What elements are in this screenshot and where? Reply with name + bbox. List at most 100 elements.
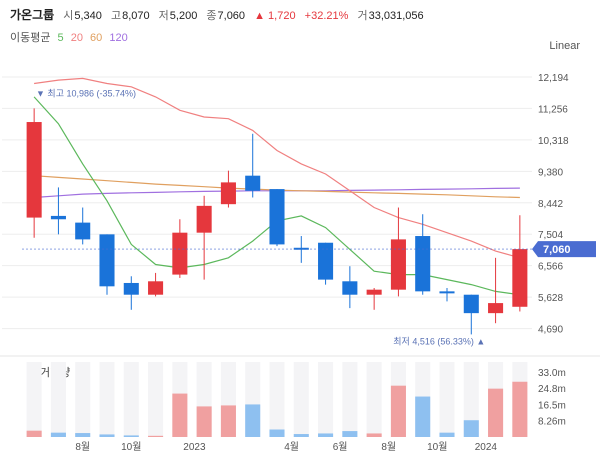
low-label: 저: [158, 10, 169, 22]
change-value: ▲ 1,720: [254, 10, 296, 22]
volume-column-bg: [463, 362, 479, 437]
volume-tick-label: 8.26m: [538, 417, 566, 428]
volume-bar: [366, 433, 382, 437]
x-tick-label: 4월: [284, 441, 299, 453]
volume-bar: [172, 393, 188, 437]
volume-value: 33,031,056: [368, 10, 424, 22]
candle-body: [390, 239, 406, 290]
current-price-label: 7,060: [543, 244, 571, 256]
open-label: 시: [63, 10, 74, 22]
candle-body: [342, 281, 358, 295]
max-price-annotation: ▼ 최고 10,986 (-35.74%): [36, 88, 136, 98]
price-tick-label: 10,318: [538, 136, 569, 147]
volume-bar: [75, 433, 91, 437]
x-tick-label: 2023: [183, 442, 206, 453]
volume-column-bg: [318, 362, 334, 437]
volume-bar: [342, 431, 358, 437]
candle-body: [293, 247, 309, 250]
volume-bar: [463, 420, 479, 437]
candle-body: [148, 281, 164, 295]
price-tick-label: 7,504: [538, 230, 563, 241]
candle-body: [245, 175, 261, 191]
x-tick-label: 10월: [427, 441, 447, 453]
high-value: 8,070: [122, 10, 150, 22]
candle-body: [318, 242, 334, 280]
ma-60-label: 60: [90, 32, 103, 44]
close-label: 종: [206, 10, 217, 22]
low-value: 5,200: [169, 10, 198, 22]
close-value: 7,060: [217, 10, 246, 22]
candle-body: [50, 215, 66, 220]
volume-bar: [123, 435, 139, 437]
candle-body: [269, 189, 285, 245]
volume-bar: [99, 434, 115, 437]
x-tick-label: 2024: [475, 442, 498, 453]
volume-column-bg: [99, 362, 115, 437]
volume-column-bg: [148, 362, 164, 437]
price-tick-label: 4,690: [538, 325, 563, 336]
volume-label: 거: [357, 10, 368, 22]
candle-body: [488, 303, 504, 314]
volume-tick-label: 16.5m: [538, 400, 566, 411]
volume-column-bg: [269, 362, 285, 437]
volume-bar: [196, 406, 212, 437]
candle-body: [463, 294, 479, 314]
price-tick-label: 11,256: [538, 104, 568, 115]
price-tick-label: 8,442: [538, 199, 563, 210]
volume-column-bg: [366, 362, 382, 437]
price-tick-label: 5,628: [538, 293, 563, 304]
ma-20-label: 20: [70, 32, 83, 44]
current-price-badge: [532, 241, 596, 258]
x-tick-label: 6월: [333, 441, 348, 453]
candle-body: [123, 282, 139, 295]
volume-bar: [415, 396, 431, 437]
volume-tick-label: 24.8m: [538, 384, 566, 395]
stock-summary: 가온그룹 시5,340 고8,070 저5,200 종7,060 ▲ 1,720…: [10, 6, 430, 23]
volume-column-bg: [342, 362, 358, 437]
moving-average-legend: 이동평균 5 20 60 120: [10, 29, 132, 45]
volume-tick-label: 33.0m: [538, 368, 566, 379]
price-tick-label: 9,380: [538, 167, 563, 178]
candle-body: [439, 291, 455, 294]
ma-legend-title: 이동평균: [10, 32, 51, 44]
price-tick-label: 6,566: [538, 262, 563, 273]
x-tick-label: 10월: [121, 441, 141, 453]
volume-bar: [148, 435, 164, 437]
volume-bar: [390, 385, 406, 437]
candle-body: [220, 182, 236, 205]
price-tick-label: 12,194: [538, 73, 569, 84]
volume-column-bg: [50, 362, 66, 437]
volume-bar: [318, 433, 334, 437]
candle-body: [512, 249, 528, 307]
volume-bar: [488, 388, 504, 437]
volume-column-bg: [26, 362, 42, 437]
scale-toggle-button[interactable]: Linear: [549, 40, 580, 52]
volume-column-bg: [75, 362, 91, 437]
x-tick-label: 8월: [75, 441, 90, 453]
min-price-annotation: 최저 4,516 (56.33%) ▲: [393, 336, 485, 346]
volume-bar: [26, 430, 42, 437]
volume-bar: [220, 405, 236, 437]
high-label: 고: [110, 10, 122, 22]
open-value: 5,340: [74, 10, 102, 22]
volume-column-bg: [123, 362, 139, 437]
candle-body: [172, 232, 188, 275]
volume-bar: [245, 404, 261, 437]
volume-column-bg: [293, 362, 309, 437]
ma-120-label: 120: [109, 32, 128, 44]
volume-bar: [293, 434, 309, 437]
x-tick-label: 8월: [381, 441, 396, 453]
candle-body: [415, 236, 431, 292]
candle-body: [196, 205, 212, 233]
volume-bar: [269, 429, 285, 437]
ma-5-label: 5: [57, 32, 64, 44]
candle-body: [75, 222, 91, 240]
volume-bar: [439, 432, 455, 437]
volume-bar: [50, 432, 66, 437]
candle-body: [99, 234, 115, 287]
change-percent: +32.21%: [304, 10, 349, 22]
volume-column-bg: [439, 362, 455, 437]
volume-bar: [512, 381, 528, 437]
stock-name: 가온그룹: [10, 8, 55, 22]
